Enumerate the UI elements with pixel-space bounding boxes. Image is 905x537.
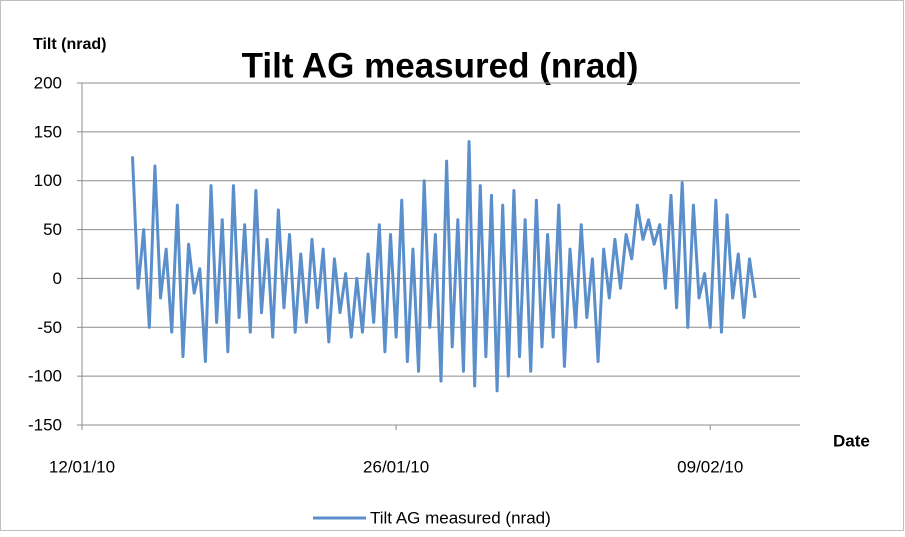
y-tick-label: 50: [43, 220, 62, 239]
y-tick-label: 100: [34, 171, 62, 190]
x-tick-label: 12/01/10: [49, 457, 115, 476]
chart-title: Tilt AG measured (nrad): [242, 46, 639, 85]
legend-label: Tilt AG measured (nrad): [370, 508, 551, 527]
y-axis-label: Tilt (nrad): [33, 36, 106, 53]
y-tick-label: -100: [28, 367, 62, 386]
x-tick-label: 26/01/10: [363, 457, 429, 476]
y-tick-label: 200: [34, 73, 62, 92]
y-tick-label: -50: [37, 318, 62, 337]
x-tick-label: 09/02/10: [677, 457, 743, 476]
x-axis-label: Date: [833, 431, 870, 450]
data-line: [130, 140, 757, 393]
y-tick-label: -150: [28, 415, 62, 434]
y-tick-label: 150: [34, 122, 62, 141]
y-tick-label: 0: [53, 269, 62, 288]
